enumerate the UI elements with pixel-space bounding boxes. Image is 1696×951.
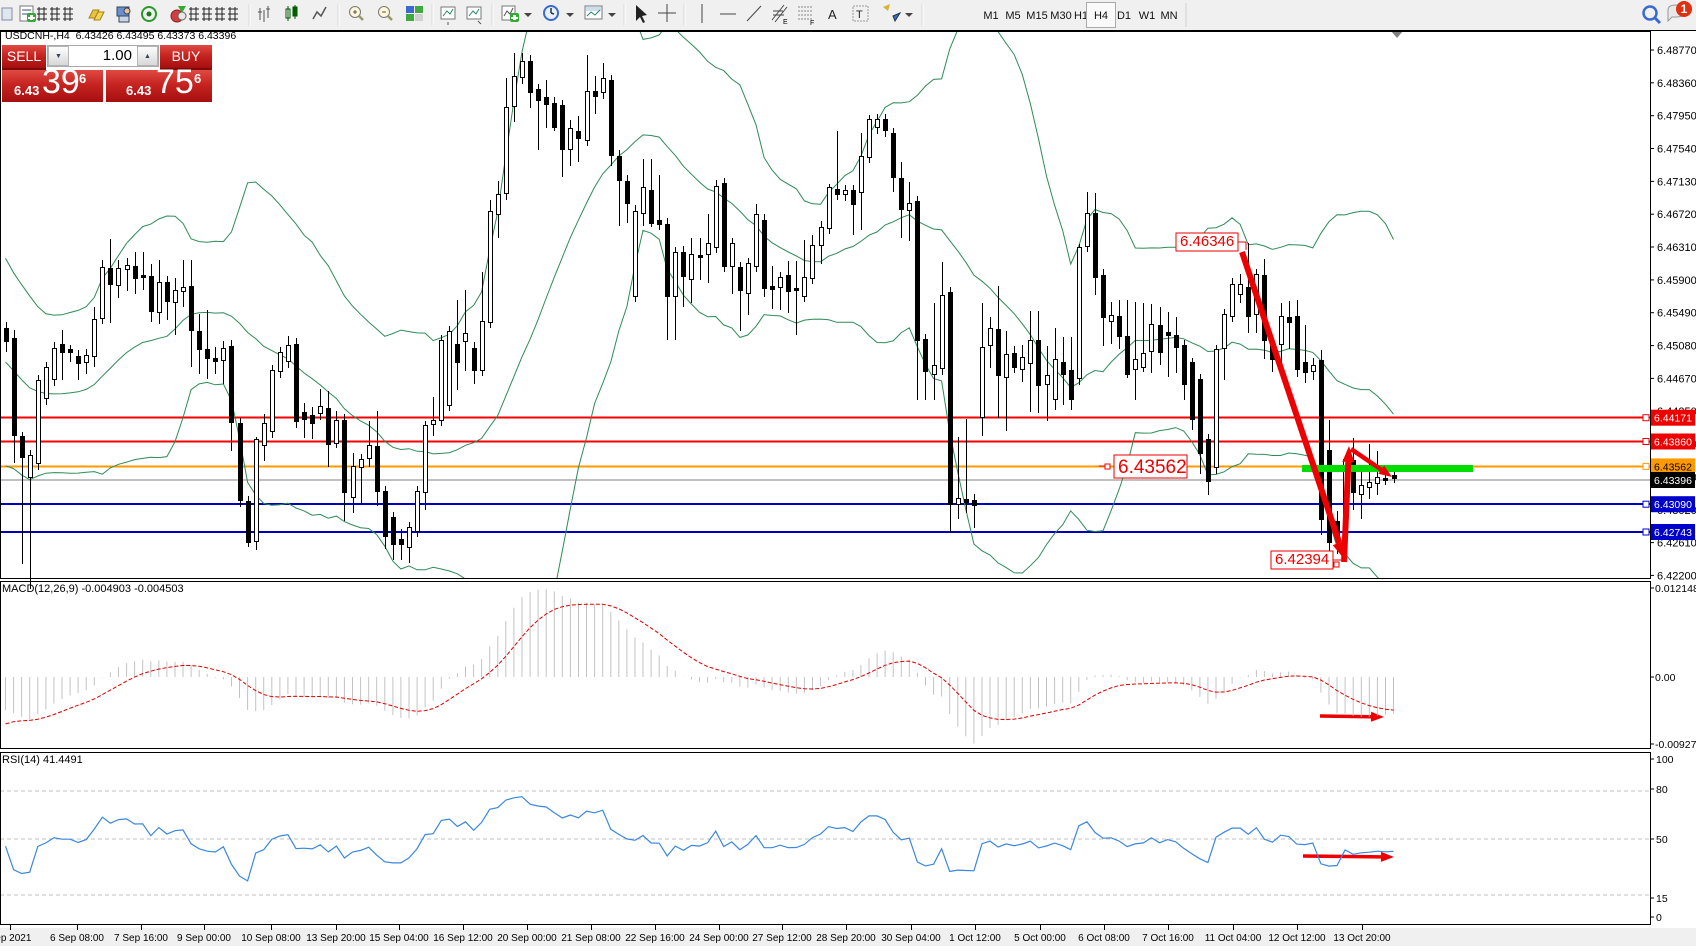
svg-text:6.43562: 6.43562 xyxy=(1654,461,1692,473)
svg-text:M1: M1 xyxy=(983,10,998,22)
svg-text:M15: M15 xyxy=(1026,10,1047,22)
svg-text:15: 15 xyxy=(1656,893,1668,905)
svg-text:6.45900: 6.45900 xyxy=(1657,275,1696,287)
svg-text:M30: M30 xyxy=(1050,10,1071,22)
svg-text:6.43860: 6.43860 xyxy=(1654,437,1692,449)
svg-text:50: 50 xyxy=(1656,834,1668,846)
svg-text:11 Oct 04:00: 11 Oct 04:00 xyxy=(1205,933,1262,944)
svg-text:E: E xyxy=(783,19,788,26)
svg-text:6.42394: 6.42394 xyxy=(1275,551,1329,568)
svg-text:6.47540: 6.47540 xyxy=(1657,144,1696,156)
svg-text:6.48360: 6.48360 xyxy=(1657,78,1696,90)
svg-text:T: T xyxy=(856,9,863,21)
svg-text:28 Sep 20:00: 28 Sep 20:00 xyxy=(816,933,876,944)
svg-text:6.43396: 6.43396 xyxy=(1654,475,1692,487)
svg-text:6.47130: 6.47130 xyxy=(1657,176,1696,188)
svg-text:6.44171: 6.44171 xyxy=(1654,413,1692,425)
svg-text:-0.00927: -0.00927 xyxy=(1655,739,1696,751)
svg-text:7 Sep 16:00: 7 Sep 16:00 xyxy=(114,933,168,944)
svg-text:1 Oct 12:00: 1 Oct 12:00 xyxy=(949,933,1001,944)
svg-text:6.48770: 6.48770 xyxy=(1657,45,1696,57)
svg-text:15 Sep 04:00: 15 Sep 04:00 xyxy=(369,933,429,944)
svg-text:10 Sep 08:00: 10 Sep 08:00 xyxy=(241,933,301,944)
svg-text:6.46720: 6.46720 xyxy=(1657,209,1696,221)
svg-text:80: 80 xyxy=(1656,784,1668,796)
svg-text:MN: MN xyxy=(1160,10,1177,22)
svg-text:27 Sep 12:00: 27 Sep 12:00 xyxy=(752,933,812,944)
svg-text:W1: W1 xyxy=(1139,10,1156,22)
svg-text:0: 0 xyxy=(1656,912,1662,924)
svg-text:A: A xyxy=(828,7,837,22)
svg-text:100: 100 xyxy=(1656,754,1674,766)
svg-text:22 Sep 16:00: 22 Sep 16:00 xyxy=(625,933,685,944)
svg-text:24 Sep 00:00: 24 Sep 00:00 xyxy=(689,933,749,944)
svg-text:RSI(14) 41.4491: RSI(14) 41.4491 xyxy=(2,754,83,766)
svg-text:6.43562: 6.43562 xyxy=(1118,457,1187,478)
svg-text:12 Oct 12:00: 12 Oct 12:00 xyxy=(1268,933,1326,944)
svg-text:6.42200: 6.42200 xyxy=(1657,570,1696,582)
svg-text:H1: H1 xyxy=(1074,10,1088,22)
svg-text:6.42743: 6.42743 xyxy=(1654,527,1692,539)
svg-text:USDCNH-,H4 6.43426 6.43495 6.: USDCNH-,H4 6.43426 6.43495 6.43373 6.433… xyxy=(5,30,236,42)
svg-text:6.44670: 6.44670 xyxy=(1657,373,1696,385)
svg-text:6.45080: 6.45080 xyxy=(1657,341,1696,353)
svg-text:MACD(12,26,9) -0.004903 -0.004: MACD(12,26,9) -0.004903 -0.004503 xyxy=(2,583,184,595)
svg-text:30 Sep 04:00: 30 Sep 04:00 xyxy=(881,933,941,944)
svg-text:Sep 2021: Sep 2021 xyxy=(0,933,32,944)
svg-text:6.47950: 6.47950 xyxy=(1657,111,1696,123)
svg-text:6.46346: 6.46346 xyxy=(1180,233,1234,250)
svg-text:21 Sep 08:00: 21 Sep 08:00 xyxy=(561,933,621,944)
svg-text:6 Sep 08:00: 6 Sep 08:00 xyxy=(50,933,104,944)
svg-text:F: F xyxy=(810,20,814,27)
svg-text:6.45490: 6.45490 xyxy=(1657,308,1696,320)
svg-text:0.012148: 0.012148 xyxy=(1655,583,1696,595)
svg-text:M5: M5 xyxy=(1005,10,1020,22)
svg-text:5 Oct 00:00: 5 Oct 00:00 xyxy=(1014,933,1066,944)
svg-text:6 Oct 08:00: 6 Oct 08:00 xyxy=(1078,933,1130,944)
svg-text:0.00: 0.00 xyxy=(1655,672,1676,684)
svg-text:6.46310: 6.46310 xyxy=(1657,242,1696,254)
svg-text:6.42610: 6.42610 xyxy=(1657,538,1696,550)
svg-text:13 Sep 20:00: 13 Sep 20:00 xyxy=(306,933,366,944)
svg-text:20 Sep 00:00: 20 Sep 00:00 xyxy=(497,933,557,944)
svg-text:7 Oct 16:00: 7 Oct 16:00 xyxy=(1142,933,1194,944)
svg-text:16 Sep 12:00: 16 Sep 12:00 xyxy=(433,933,493,944)
svg-text:13 Oct 20:00: 13 Oct 20:00 xyxy=(1333,933,1391,944)
svg-text:6.43090: 6.43090 xyxy=(1654,499,1692,511)
svg-text:1: 1 xyxy=(1681,2,1688,16)
svg-text:H4: H4 xyxy=(1094,10,1108,22)
svg-text:D1: D1 xyxy=(1117,10,1131,22)
svg-text:9 Sep 00:00: 9 Sep 00:00 xyxy=(177,933,231,944)
